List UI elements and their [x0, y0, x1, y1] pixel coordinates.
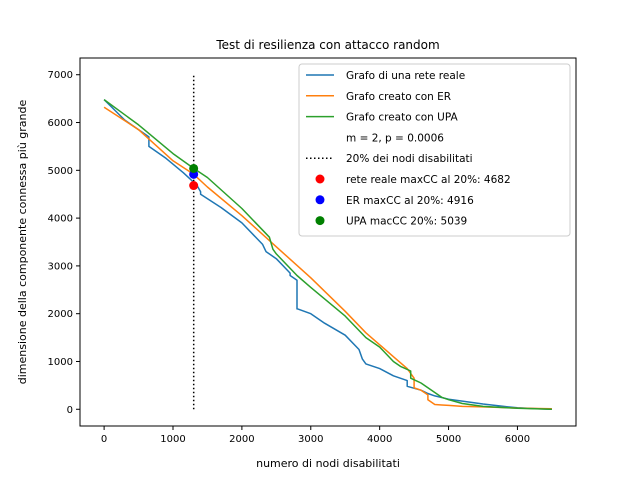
y-tick-label: 2000 [48, 309, 73, 320]
legend-swatch-5 [315, 174, 325, 184]
series-line-2 [103, 98, 552, 411]
x-tick-label: 2000 [229, 434, 254, 445]
legend-box [298, 63, 571, 237]
x-tick-label: 3000 [298, 434, 323, 445]
legend-swatch-6 [315, 195, 325, 205]
data-point-7 [189, 163, 199, 173]
plot-frame [79, 57, 577, 427]
legend-label-4: 20% dei nodi disabilitati [346, 153, 473, 165]
legend-label-1: Grafo creato con ER [346, 91, 451, 103]
legend: Grafo di una rete reale Grafo creato con … [298, 63, 571, 237]
y-axis-ticks: 0 1000 2000 3000 4000 5000 6000 7000 [48, 70, 80, 416]
legend-label-3: m = 2, p = 0.0006 [346, 132, 444, 144]
chart-title: Test di resilienza con attacco random [215, 38, 439, 52]
y-tick-label: 4000 [48, 214, 73, 225]
legend-label-0: Grafo di una rete reale [346, 70, 465, 82]
legend-label-5: rete reale maxCC al 20%: 4682 [346, 174, 511, 186]
marker-layer [189, 163, 199, 191]
x-axis-label: numero di nodi disabilitati [256, 457, 400, 470]
y-tick-label: 3000 [48, 261, 73, 272]
legend-label-6: ER maxCC al 20%: 4916 [346, 195, 474, 207]
y-tick-label: 6000 [48, 118, 73, 129]
x-tick-label: 0 [101, 434, 107, 445]
x-axis-ticks: 0 1000 2000 3000 4000 5000 6000 [101, 426, 530, 445]
x-tick-label: 5000 [436, 434, 461, 445]
x-tick-label: 4000 [367, 434, 392, 445]
y-tick-label: 5000 [48, 166, 73, 177]
y-tick-label: 7000 [48, 70, 73, 81]
y-tick-label: 1000 [48, 357, 73, 368]
legend-swatch-7 [315, 216, 325, 226]
legend-label-2: Grafo creato con UPA [346, 112, 459, 124]
x-tick-label: 1000 [160, 434, 185, 445]
y-axis-label: dimensione della componente connessa più… [16, 100, 29, 385]
legend-label-7: UPA macCC 20%: 5039 [346, 216, 467, 228]
y-tick-label: 0 [67, 405, 73, 416]
x-tick-label: 6000 [505, 434, 530, 445]
data-point-5 [189, 181, 199, 191]
